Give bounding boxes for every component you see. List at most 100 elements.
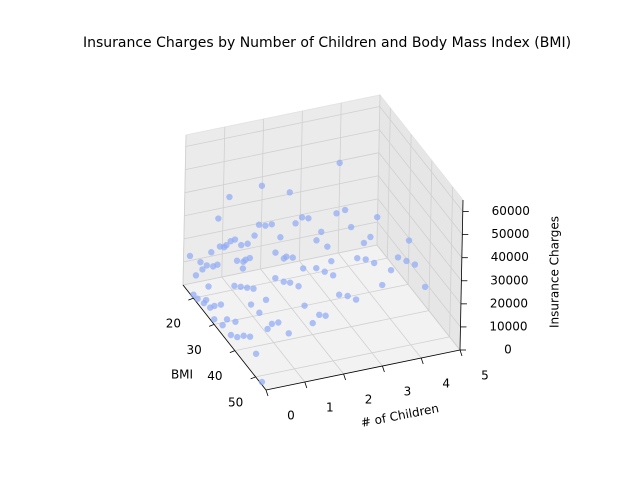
point — [301, 302, 308, 309]
chart-title: Insurance Charges by Number of Children … — [83, 35, 571, 51]
point — [197, 258, 204, 266]
point — [227, 331, 235, 339]
grid-line — [183, 221, 378, 263]
grid-line — [185, 106, 380, 147]
point — [217, 301, 225, 308]
z-tick-label: 40000 — [491, 250, 529, 264]
point — [268, 221, 275, 228]
point — [324, 243, 331, 250]
point — [341, 206, 349, 214]
x-tick — [188, 297, 194, 301]
z-tick-label: 20000 — [490, 296, 528, 310]
z-axis-line — [459, 199, 464, 351]
point — [252, 350, 260, 357]
point — [246, 333, 254, 340]
point — [360, 239, 368, 247]
point — [262, 222, 269, 229]
grid-line — [260, 268, 344, 375]
point — [262, 296, 270, 304]
point — [243, 284, 251, 291]
point — [258, 182, 266, 189]
point — [199, 266, 206, 273]
point — [233, 257, 241, 264]
point — [286, 279, 294, 286]
point — [313, 237, 320, 244]
point — [216, 243, 224, 250]
grid-line — [379, 106, 464, 212]
grid-line — [376, 244, 461, 351]
z-tick-label: 10000 — [489, 319, 527, 333]
grid-line — [377, 221, 461, 328]
point — [318, 228, 325, 236]
grid-line — [378, 175, 462, 282]
point — [223, 316, 231, 323]
point — [231, 236, 239, 243]
point — [194, 295, 201, 302]
grid-line — [337, 102, 342, 254]
point — [272, 249, 279, 256]
grid-line — [214, 283, 409, 325]
grid-line — [182, 244, 378, 286]
point — [202, 296, 210, 304]
point — [285, 330, 292, 337]
point — [211, 302, 218, 310]
point — [232, 318, 239, 325]
point — [313, 264, 320, 272]
grid-line — [184, 175, 379, 217]
point — [277, 234, 284, 241]
point — [251, 232, 258, 239]
point — [289, 254, 296, 261]
grid-line — [299, 110, 303, 262]
point — [403, 257, 410, 265]
grid-line — [299, 260, 383, 367]
point — [264, 325, 271, 333]
point — [370, 259, 378, 267]
z-tick-label: 50000 — [491, 227, 529, 241]
point — [258, 378, 266, 386]
y-tick-label: 2 — [365, 393, 373, 407]
point — [256, 309, 263, 316]
y-tick — [304, 381, 308, 389]
point — [215, 215, 222, 222]
point — [335, 291, 343, 298]
point — [344, 292, 351, 300]
x-tick-label: 40 — [207, 369, 222, 383]
point — [192, 272, 200, 279]
grid-line — [234, 310, 429, 352]
point — [362, 256, 369, 263]
point — [411, 261, 419, 268]
grid-line — [185, 129, 380, 171]
x-tick — [250, 376, 256, 380]
point — [374, 213, 381, 221]
point — [387, 266, 395, 274]
grid-line — [337, 252, 422, 359]
x-axis-label: BMI — [171, 368, 193, 382]
point — [316, 311, 323, 319]
point — [214, 261, 221, 268]
grid-line — [377, 198, 462, 305]
y-tick-label: 0 — [287, 409, 295, 423]
z-tick-label: 30000 — [490, 273, 528, 287]
point — [298, 214, 306, 221]
point — [237, 283, 244, 290]
grid-line — [428, 160, 433, 311]
point — [247, 301, 255, 308]
grid-line — [183, 198, 379, 240]
grid-line — [449, 186, 454, 337]
y-tick — [382, 365, 385, 373]
y-tick — [420, 357, 424, 365]
point — [186, 252, 194, 260]
y-tick-label: 1 — [326, 401, 334, 415]
point — [352, 296, 360, 303]
point — [333, 210, 340, 217]
y-axis-line — [265, 349, 461, 391]
grid-line — [182, 134, 187, 286]
point — [379, 281, 386, 289]
point — [292, 220, 299, 227]
z-tick-label: 0 — [504, 343, 512, 357]
x-tick — [229, 350, 236, 353]
point — [219, 321, 226, 329]
point — [321, 268, 328, 275]
point — [240, 332, 247, 339]
